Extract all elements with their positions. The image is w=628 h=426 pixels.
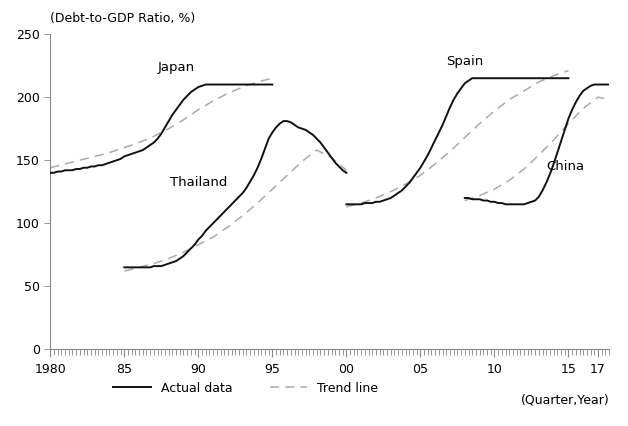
Text: (Quarter,Year): (Quarter,Year) bbox=[521, 394, 609, 406]
Text: Spain: Spain bbox=[446, 55, 484, 68]
Legend: Actual data, Trend line: Actual data, Trend line bbox=[108, 377, 384, 400]
Text: Thailand: Thailand bbox=[170, 176, 227, 189]
Text: China: China bbox=[546, 160, 585, 173]
Text: (Debt-to-GDP Ratio, %): (Debt-to-GDP Ratio, %) bbox=[50, 12, 195, 25]
Text: Japan: Japan bbox=[158, 61, 195, 75]
